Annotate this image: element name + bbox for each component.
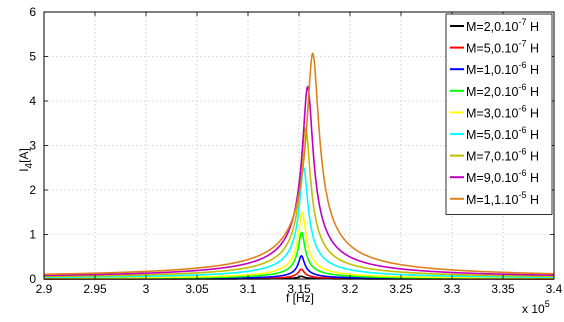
y-tick-label: 6 [29, 5, 36, 19]
legend-entry: M=7,0.10-6 H [466, 147, 539, 164]
legend-entry-exp: -6 [518, 103, 526, 113]
series-line-9 [43, 52, 555, 276]
legend-entry-main: M=2,0.10 [466, 85, 519, 99]
y-axis-label-sub: 4 [24, 162, 35, 168]
legend-entry-unit: H [526, 85, 539, 99]
y-axis-label: I4[A] [17, 148, 35, 172]
x-tick-label: 3 [143, 282, 150, 296]
legend-entry-unit: H [526, 128, 539, 142]
legend-entry-exp: -6 [518, 147, 526, 157]
x-tick-label: 3.35 [491, 282, 515, 296]
legend-entry: M=5,0.10-7 H [466, 39, 539, 56]
x-tick-label: 3.1 [240, 282, 257, 296]
legend-entry-unit: H [526, 63, 539, 77]
legend-entry: M=9,0.10-6 H [466, 168, 539, 185]
y-tick-label: 2 [29, 183, 36, 197]
legend-entry: M=2,0.10-6 H [466, 82, 539, 99]
legend-entry-exp: -6 [518, 82, 526, 92]
x-axis-multiplier: x 105 [522, 299, 550, 316]
legend-entry-exp: -5 [518, 190, 526, 200]
legend-entry-main: M=5,0.10 [466, 42, 519, 56]
legend-entry-unit: H [526, 193, 539, 207]
legend-entry-main: M=1,1.10 [466, 193, 519, 207]
series-line-8 [43, 85, 555, 277]
x-tick-label: 3.25 [389, 282, 413, 296]
y-axis-label-main: I [17, 168, 31, 171]
x-tick-label: 3.4 [546, 282, 563, 296]
legend-entry-unit: H [526, 150, 539, 164]
legend-entry: M=3,0.10-6 H [466, 103, 539, 120]
legend-entry: M=5,0.10-6 H [466, 125, 539, 142]
legend: M=2,0.10-7 HM=5,0.10-7 HM=1,0.10-6 HM=2,… [445, 13, 553, 215]
legend-entry-main: M=2,0.10 [466, 20, 519, 34]
legend-entry-unit: H [526, 20, 539, 34]
legend-entry-main: M=9,0.10 [466, 171, 519, 185]
legend-entry-main: M=7,0.10 [466, 150, 519, 164]
legend-entry-exp: -6 [518, 125, 526, 135]
legend-entry-exp: -6 [518, 60, 526, 70]
x-tick-label: 2.9 [36, 282, 53, 296]
legend-entry-exp: -7 [518, 39, 526, 49]
y-tick-label: 5 [29, 50, 36, 64]
x-axis-label: f [Hz] [286, 291, 314, 305]
legend-entry-exp: -6 [518, 168, 526, 178]
y-tick-label: 0 [29, 272, 36, 286]
x-tick-label: 3.05 [185, 282, 209, 296]
legend-entry-main: M=3,0.10 [466, 106, 519, 120]
y-tick-label: 1 [29, 228, 36, 242]
legend-entry-unit: H [526, 42, 539, 56]
y-tick-label: 4 [29, 94, 36, 108]
legend-entry: M=1,0.10-6 H [466, 60, 539, 77]
legend-entry-exp: -7 [518, 17, 526, 27]
x-tick-label: 3.15 [287, 282, 311, 296]
legend-entry-unit: H [526, 106, 539, 120]
legend-entry-unit: H [526, 171, 539, 185]
x-tick-label: 2.95 [83, 282, 107, 296]
y-axis-label-unit: [A] [17, 148, 31, 163]
legend-entry: M=1,1.10-5 H [466, 190, 539, 207]
x-tick-label: 3.3 [444, 282, 461, 296]
legend-entry: M=2,0.10-7 H [466, 17, 539, 34]
x-tick-label: 3.2 [342, 282, 359, 296]
legend-entry-main: M=1,0.10 [466, 63, 519, 77]
series-line-5 [44, 211, 555, 279]
x-multiplier-exp: 5 [545, 299, 550, 309]
legend-entry-main: M=5,0.10 [466, 128, 519, 142]
x-multiplier-base: x 10 [522, 302, 545, 316]
ticks: 2.9 2.95 3 3.05 3.1 3.15 3.2 3.25 3.3 3.35 3.4 0 1 2 3… [29, 5, 562, 296]
y-tick-label: 3 [29, 139, 36, 153]
